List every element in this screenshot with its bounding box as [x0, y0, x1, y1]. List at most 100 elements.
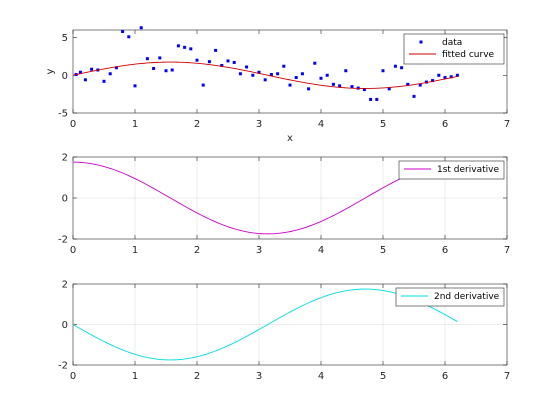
data-point [133, 84, 137, 88]
data-point [325, 73, 329, 77]
data-point [139, 26, 143, 30]
data-point [455, 73, 459, 77]
y-tick-label: -2 [58, 361, 68, 372]
series-line [72, 61, 458, 89]
data-point [400, 66, 404, 70]
data-point [338, 84, 342, 88]
x-tick-label: 7 [504, 119, 510, 130]
data-point [158, 56, 162, 60]
x-tick-label: 0 [70, 371, 76, 382]
data-point [424, 80, 428, 84]
x-tick-label: 5 [380, 119, 386, 130]
data-point [406, 82, 410, 86]
x-tick-label: 3 [256, 245, 262, 256]
data-point [319, 76, 323, 80]
x-tick-label: 4 [318, 119, 324, 130]
x-tick-label: 0 [70, 245, 76, 256]
data-point [369, 97, 373, 101]
x-tick-label: 2 [194, 371, 200, 382]
y-tick-label: -5 [58, 109, 68, 120]
data-point [313, 61, 317, 65]
data-point [412, 94, 416, 98]
x-tick-label: 1 [132, 371, 138, 382]
x-axis-label: x [287, 133, 293, 144]
data-point [164, 69, 168, 73]
legend-entry: fitted curve [442, 50, 495, 60]
data-point [344, 69, 348, 73]
data-point [238, 72, 242, 76]
data-point [245, 65, 249, 69]
data-point [362, 88, 366, 92]
data-point [226, 59, 230, 63]
data-point [300, 72, 304, 76]
x-tick-label: 1 [132, 119, 138, 130]
data-point [170, 68, 174, 72]
data-point [307, 87, 311, 91]
legend-marker [419, 40, 423, 44]
data-point [251, 73, 255, 77]
data-point [183, 45, 187, 49]
axes-box [72, 29, 508, 114]
y-axis-label: y [45, 68, 56, 74]
y-tick-label: 0 [62, 194, 68, 205]
x-tick-label: 7 [504, 245, 510, 256]
data-point [189, 47, 193, 51]
x-tick-label: 2 [194, 245, 200, 256]
data-point [201, 83, 205, 87]
data-point [437, 73, 441, 77]
data-point [431, 79, 435, 83]
legend-entry: 2nd derivative [434, 292, 500, 302]
x-tick-label: 4 [318, 245, 324, 256]
data-point [393, 64, 397, 68]
x-tick-label: 1 [132, 245, 138, 256]
data-point [90, 67, 94, 71]
x-tick-label: 2 [194, 119, 200, 130]
data-point [220, 63, 224, 67]
data-point [418, 83, 422, 87]
y-tick-label: 2 [62, 153, 68, 164]
data-point [176, 44, 180, 48]
data-point [214, 48, 218, 52]
data-point [387, 87, 391, 91]
y-tick-label: -2 [58, 235, 68, 246]
y-tick-label: 0 [62, 71, 68, 82]
data-point [232, 60, 236, 64]
data-point [443, 76, 447, 80]
x-tick-label: 3 [256, 119, 262, 130]
x-tick-label: 6 [442, 245, 448, 256]
data-point [102, 79, 106, 83]
series-line [72, 161, 458, 235]
data-point [276, 72, 280, 76]
data-point [269, 73, 273, 77]
y-tick-label: 0 [62, 320, 68, 331]
data-point [108, 72, 112, 76]
data-point [350, 85, 354, 89]
data-point [207, 60, 211, 64]
data-point [114, 66, 118, 70]
data-point [294, 76, 298, 80]
y-tick-label: 2 [62, 280, 68, 291]
data-point [375, 97, 379, 101]
x-tick-label: 3 [256, 371, 262, 382]
data-point [257, 70, 261, 74]
legend-box [398, 160, 505, 180]
data-point [449, 75, 453, 79]
y-tick-label: 5 [62, 33, 68, 44]
legend-entry: data [442, 38, 462, 48]
x-tick-label: 6 [442, 119, 448, 130]
x-tick-label: 5 [380, 245, 386, 256]
data-point [78, 70, 82, 74]
legend-box [403, 33, 505, 65]
data-point [121, 30, 125, 34]
series-line [72, 288, 458, 361]
data-point [152, 66, 156, 70]
data-point [288, 83, 292, 87]
data-point [195, 58, 199, 62]
data-point [263, 78, 267, 82]
data-point [282, 64, 286, 68]
x-tick-label: 5 [380, 371, 386, 382]
